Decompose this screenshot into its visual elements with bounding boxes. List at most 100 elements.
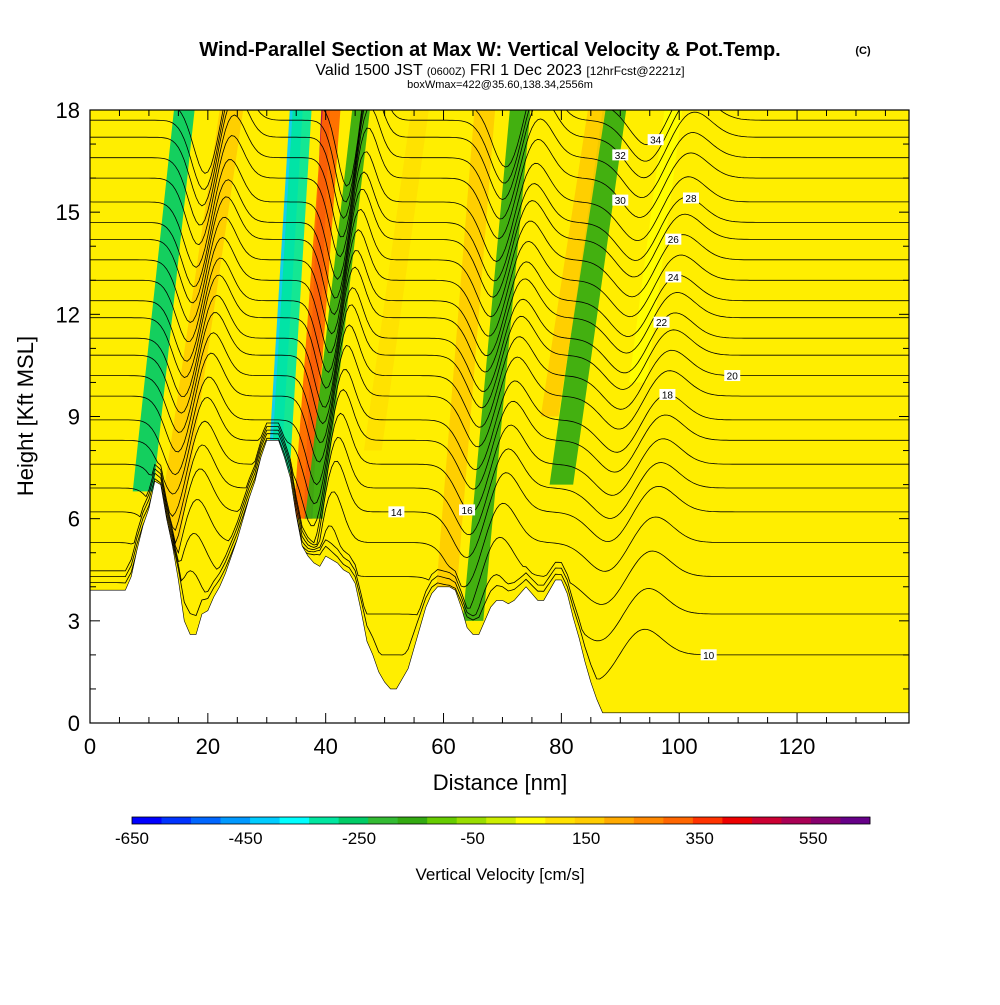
theta-contour-15 xyxy=(90,429,909,544)
theta-contour-18 xyxy=(90,369,909,486)
chart-subtitle: Valid 1500 JST (0600Z) FRI 1 Dec 2023 [1… xyxy=(315,62,684,79)
y-tick-label: 6 xyxy=(68,507,80,532)
theta-contour-16 xyxy=(90,412,909,527)
theta-label-box xyxy=(659,388,676,400)
colorbar-swatch xyxy=(456,817,487,824)
x-tick-label: 100 xyxy=(661,734,698,759)
theta-label-box xyxy=(700,649,717,661)
velocity-band-10 xyxy=(540,110,606,417)
colorbar-swatch xyxy=(397,817,428,824)
x-tick-label: 60 xyxy=(431,734,455,759)
theta-label-26: 26 xyxy=(668,235,680,246)
colorbar-swatch xyxy=(486,817,517,824)
velocity-field xyxy=(132,110,683,628)
colorbar-tick-label: 350 xyxy=(686,829,714,848)
y-tick-label: 3 xyxy=(68,609,80,634)
colorbar-tick-label: -250 xyxy=(342,829,376,848)
colorbar-swatch xyxy=(279,817,310,824)
colorbar-swatch xyxy=(751,817,782,824)
theta-contour-34 xyxy=(178,110,673,187)
terrain-mask xyxy=(90,440,909,723)
colorbar-swatch xyxy=(191,817,221,824)
theta-contour-10 xyxy=(90,454,909,680)
colorbar-swatch xyxy=(781,817,812,824)
theta-label-16: 16 xyxy=(462,506,474,517)
colorbar-swatch xyxy=(338,817,369,824)
theta-contour-28 xyxy=(90,171,909,299)
y-tick-label: 15 xyxy=(56,200,80,225)
colorbar-swatch xyxy=(250,817,280,824)
theta-label-34: 34 xyxy=(650,136,662,147)
velocity-band-1 xyxy=(154,110,244,553)
forecast-run: [12hrFcst@2221z] xyxy=(586,64,684,78)
x-tick-label: 120 xyxy=(779,734,816,759)
forecast-date: FRI 1 Dec 2023 xyxy=(470,62,582,79)
theta-label-22: 22 xyxy=(656,318,668,329)
theta-contour-31 xyxy=(90,110,909,238)
colorbar-swatch xyxy=(545,817,576,824)
colorbar-swatch xyxy=(132,817,162,824)
x-axis-label: Distance [nm] xyxy=(433,770,568,795)
colorbar-frame xyxy=(131,816,871,825)
theta-label-18: 18 xyxy=(662,390,674,401)
theta-label-box xyxy=(665,271,682,283)
velocity-band-8 xyxy=(462,110,531,621)
colorbar-swatch xyxy=(574,817,605,824)
theta-contour-labels: 10 14 16 18 20 22 24 26 28 30 32 34 xyxy=(388,134,741,662)
colorbar-swatch xyxy=(633,817,664,824)
theta-contour-17 xyxy=(90,388,909,505)
theta-label-10: 10 xyxy=(703,651,715,662)
boxwmax-line: boxWmax=422@35.60,138.34,2556m xyxy=(407,79,593,91)
theta-contour-30 xyxy=(90,127,909,258)
colorbar-swatch xyxy=(220,817,251,824)
theta-contour-32 xyxy=(90,110,909,219)
theta-label-20: 20 xyxy=(727,372,739,383)
colorbar-tick-label: 550 xyxy=(799,829,827,848)
valid-time: Valid 1500 JST xyxy=(315,62,423,79)
theta-label-30: 30 xyxy=(615,196,627,207)
theta-contour-25 xyxy=(90,229,909,353)
colorbar-tick-label: 150 xyxy=(572,829,600,848)
x-tick-label: 0 xyxy=(84,734,96,759)
colorbar-swatch xyxy=(427,817,458,824)
x-axis: 0 20 40 60 80 100 120 xyxy=(84,110,886,759)
theta-label-box xyxy=(724,370,741,382)
theta-contour-33 xyxy=(90,110,909,203)
theta-contour-24 xyxy=(90,250,909,373)
colorbar: -650 -450 -250 -50 150 350 550 xyxy=(115,816,871,848)
colorbar-swatch xyxy=(368,817,399,824)
theta-label-box xyxy=(459,504,476,516)
velocity-band-12 xyxy=(629,110,683,383)
y-axis-label: Height [Kft MSL] xyxy=(13,336,38,496)
theta-label-box xyxy=(653,316,670,328)
velocity-band-7 xyxy=(433,110,496,628)
theta-contours xyxy=(90,110,909,680)
theta-label-box xyxy=(388,506,405,518)
colorbar-swatch xyxy=(161,817,192,824)
colorbar-tick-label: -650 xyxy=(115,829,149,848)
theta-contour-29 xyxy=(90,151,909,280)
theta-contour-11 xyxy=(90,448,909,642)
colorbar-swatch xyxy=(604,817,635,824)
theta-label-28: 28 xyxy=(685,194,697,205)
colorbar-label: Vertical Velocity [cm/s] xyxy=(415,865,584,884)
colorbar-swatch xyxy=(309,817,340,824)
y-tick-label: 9 xyxy=(68,405,80,430)
colorbar-swatch xyxy=(722,817,753,824)
y-tick-label: 12 xyxy=(56,302,80,327)
colorbar-swatch xyxy=(692,817,723,824)
x-tick-label: 40 xyxy=(313,734,337,759)
chart-title-mark: (C) xyxy=(855,45,871,57)
colorbar-swatch xyxy=(840,817,871,824)
theta-label-32: 32 xyxy=(615,151,627,162)
y-tick-label: 0 xyxy=(68,711,80,736)
theta-contour-14 xyxy=(90,433,909,559)
velocity-band-9 xyxy=(549,110,627,485)
theta-contour-12 xyxy=(90,442,909,609)
colorbar-swatch xyxy=(515,817,546,824)
theta-label-box xyxy=(647,134,664,146)
theta-label-24: 24 xyxy=(668,273,680,284)
velocity-band-0 xyxy=(132,110,195,492)
